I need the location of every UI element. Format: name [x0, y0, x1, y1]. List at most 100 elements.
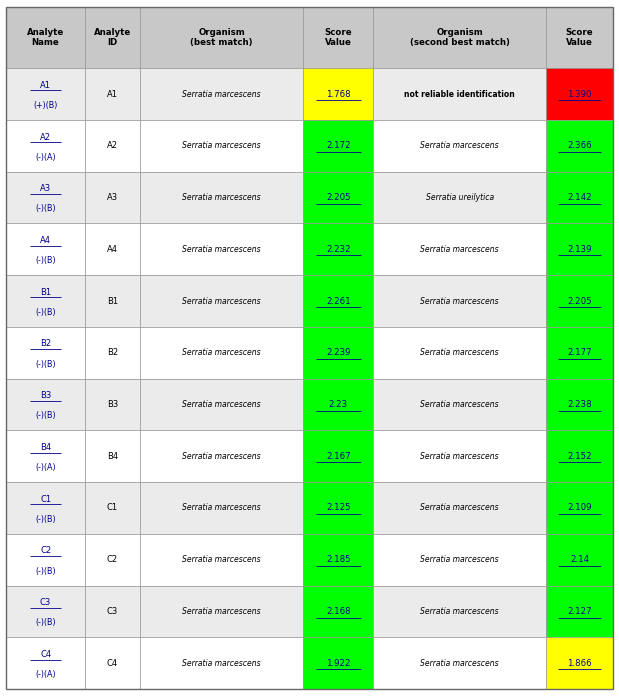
Text: 1.922: 1.922	[326, 658, 350, 667]
Text: (-)(B): (-)(B)	[35, 618, 56, 627]
Text: Serratia marcescens: Serratia marcescens	[420, 658, 499, 667]
Bar	[6, 379, 85, 430]
Text: C3: C3	[106, 607, 118, 616]
Text: Serratia ureilytica: Serratia ureilytica	[426, 193, 494, 202]
Bar	[85, 482, 140, 534]
Bar	[140, 534, 303, 585]
Text: (-)(B): (-)(B)	[35, 308, 56, 317]
Text: C1: C1	[40, 495, 51, 504]
Text: 2.172: 2.172	[326, 141, 350, 150]
Bar	[303, 275, 373, 327]
Bar	[140, 120, 303, 172]
Bar	[85, 379, 140, 430]
Bar	[140, 585, 303, 638]
Bar	[85, 7, 140, 68]
Text: B4: B4	[40, 443, 51, 452]
Bar	[546, 430, 613, 482]
Text: 1.866: 1.866	[567, 658, 592, 667]
Text: Serratia marcescens: Serratia marcescens	[420, 400, 499, 409]
Bar	[546, 638, 613, 689]
Text: Serratia marcescens: Serratia marcescens	[182, 503, 261, 512]
Text: 2.167: 2.167	[326, 452, 350, 461]
Text: A3: A3	[40, 184, 51, 193]
Bar	[6, 7, 85, 68]
Text: Serratia marcescens: Serratia marcescens	[420, 607, 499, 616]
Bar	[6, 275, 85, 327]
Text: C4: C4	[107, 658, 118, 667]
Bar	[303, 7, 373, 68]
Bar	[303, 327, 373, 379]
Text: A2: A2	[40, 132, 51, 141]
Text: 2.14: 2.14	[570, 555, 589, 564]
Bar	[546, 7, 613, 68]
Text: C2: C2	[40, 546, 51, 555]
Text: 2.23: 2.23	[329, 400, 348, 409]
Bar	[373, 585, 546, 638]
Text: B2: B2	[107, 348, 118, 357]
Text: Analyte
ID: Analyte ID	[93, 28, 131, 47]
Bar	[373, 379, 546, 430]
Bar	[303, 585, 373, 638]
Text: (-)(B): (-)(B)	[35, 256, 56, 265]
Bar	[6, 585, 85, 638]
Text: Serratia marcescens: Serratia marcescens	[182, 555, 261, 564]
Text: Serratia marcescens: Serratia marcescens	[420, 452, 499, 461]
Text: A4: A4	[40, 236, 51, 245]
Text: Serratia marcescens: Serratia marcescens	[182, 607, 261, 616]
Text: A4: A4	[107, 245, 118, 254]
Bar	[303, 223, 373, 275]
Text: C1: C1	[107, 503, 118, 512]
Text: (-)(A): (-)(A)	[35, 463, 56, 472]
Bar	[373, 482, 546, 534]
Text: B4: B4	[107, 452, 118, 461]
Bar	[303, 68, 373, 120]
Text: 2.127: 2.127	[567, 607, 592, 616]
Text: Serratia marcescens: Serratia marcescens	[182, 245, 261, 254]
Bar	[303, 482, 373, 534]
Bar	[303, 379, 373, 430]
Text: Serratia marcescens: Serratia marcescens	[420, 141, 499, 150]
Bar	[373, 275, 546, 327]
Text: 2.142: 2.142	[567, 193, 592, 202]
Bar	[85, 327, 140, 379]
Bar	[303, 172, 373, 223]
Bar	[140, 7, 303, 68]
Text: 2.185: 2.185	[326, 555, 350, 564]
Bar	[140, 223, 303, 275]
Bar	[373, 638, 546, 689]
Bar	[6, 638, 85, 689]
Text: 2.168: 2.168	[326, 607, 350, 616]
Text: Serratia marcescens: Serratia marcescens	[420, 503, 499, 512]
Text: (-)(A): (-)(A)	[35, 152, 56, 161]
Text: Serratia marcescens: Serratia marcescens	[182, 193, 261, 202]
Bar	[140, 430, 303, 482]
Bar	[140, 638, 303, 689]
Bar	[85, 585, 140, 638]
Text: 1.768: 1.768	[326, 90, 350, 99]
Text: Serratia marcescens: Serratia marcescens	[182, 400, 261, 409]
Bar	[546, 223, 613, 275]
Text: A2: A2	[107, 141, 118, 150]
Text: (-)(B): (-)(B)	[35, 515, 56, 524]
Text: 2.238: 2.238	[567, 400, 592, 409]
Bar	[140, 172, 303, 223]
Bar	[373, 120, 546, 172]
Bar	[373, 327, 546, 379]
Bar	[6, 534, 85, 585]
Text: 2.232: 2.232	[326, 245, 350, 254]
Text: Score
Value: Score Value	[566, 28, 593, 47]
Bar	[303, 638, 373, 689]
Text: 2.177: 2.177	[567, 348, 592, 357]
Text: B1: B1	[40, 287, 51, 296]
Text: Organism
(best match): Organism (best match)	[190, 28, 253, 47]
Text: Serratia marcescens: Serratia marcescens	[182, 452, 261, 461]
Text: 2.125: 2.125	[326, 503, 350, 512]
Bar	[6, 172, 85, 223]
Bar	[6, 327, 85, 379]
Text: (-)(B): (-)(B)	[35, 360, 56, 369]
Bar	[373, 68, 546, 120]
Text: C2: C2	[107, 555, 118, 564]
Text: not reliable identification: not reliable identification	[404, 90, 515, 99]
Bar	[546, 379, 613, 430]
Bar	[85, 172, 140, 223]
